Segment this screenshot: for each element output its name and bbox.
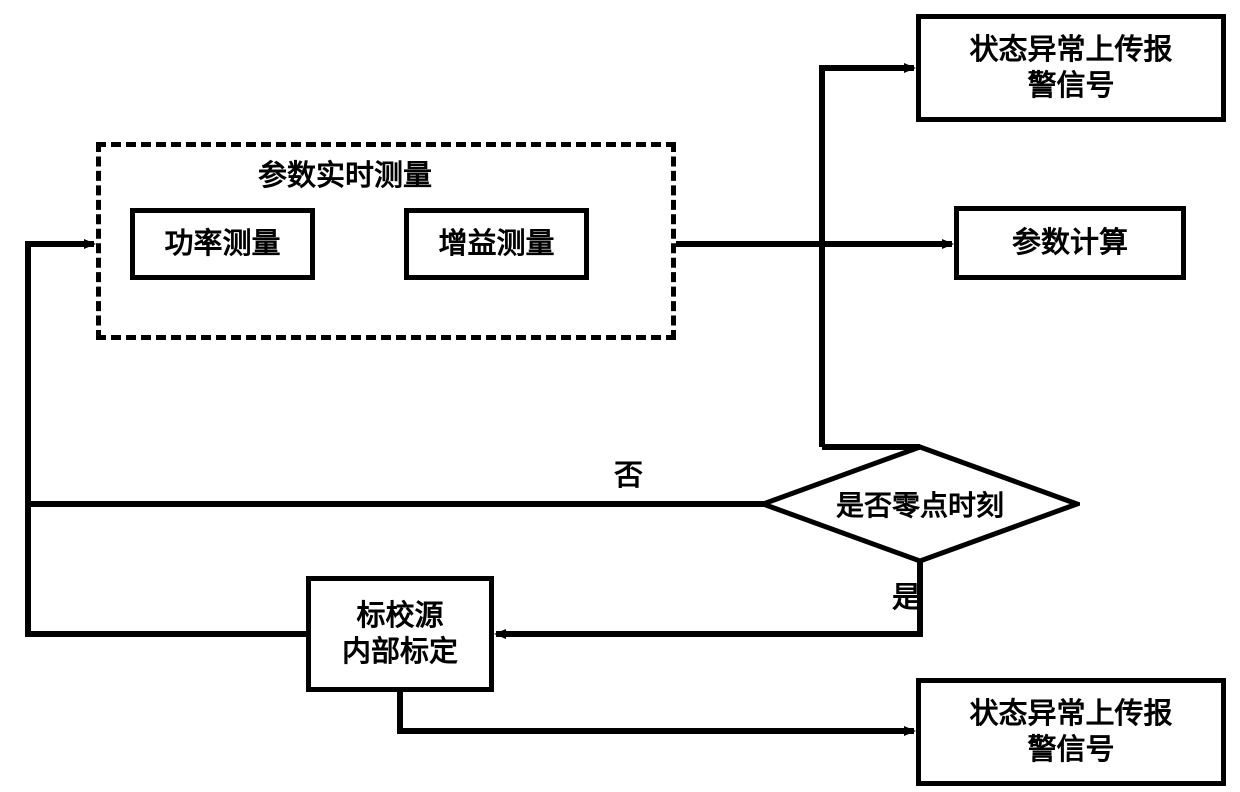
group-realtime-measure-label: 参数实时测量 bbox=[258, 152, 432, 194]
decision-zero-time-label: 是否零点时刻 bbox=[836, 484, 1004, 524]
node-alarm-top-label: 状态异常上传报 警信号 bbox=[969, 32, 1172, 105]
node-gain-measure-label: 增益测量 bbox=[438, 226, 554, 262]
node-alarm-bottom: 状态异常上传报 警信号 bbox=[916, 678, 1226, 786]
node-power-measure-label: 功率测量 bbox=[164, 226, 280, 262]
node-power-measure: 功率测量 bbox=[130, 208, 315, 280]
node-gain-measure: 增益测量 bbox=[404, 208, 589, 280]
node-calibration-label: 标校源 内部标定 bbox=[342, 598, 458, 671]
node-alarm-bottom-label: 状态异常上传报 警信号 bbox=[969, 696, 1172, 769]
node-alarm-top: 状态异常上传报 警信号 bbox=[916, 14, 1226, 122]
node-param-calc: 参数计算 bbox=[954, 206, 1186, 280]
edge-label-yes: 是 bbox=[892, 574, 921, 616]
node-calibration: 标校源 内部标定 bbox=[306, 576, 494, 692]
node-param-calc-label: 参数计算 bbox=[1012, 225, 1128, 261]
edge-label-no: 否 bbox=[614, 452, 643, 494]
decision-zero-time: 是否零点时刻 bbox=[760, 444, 1080, 564]
